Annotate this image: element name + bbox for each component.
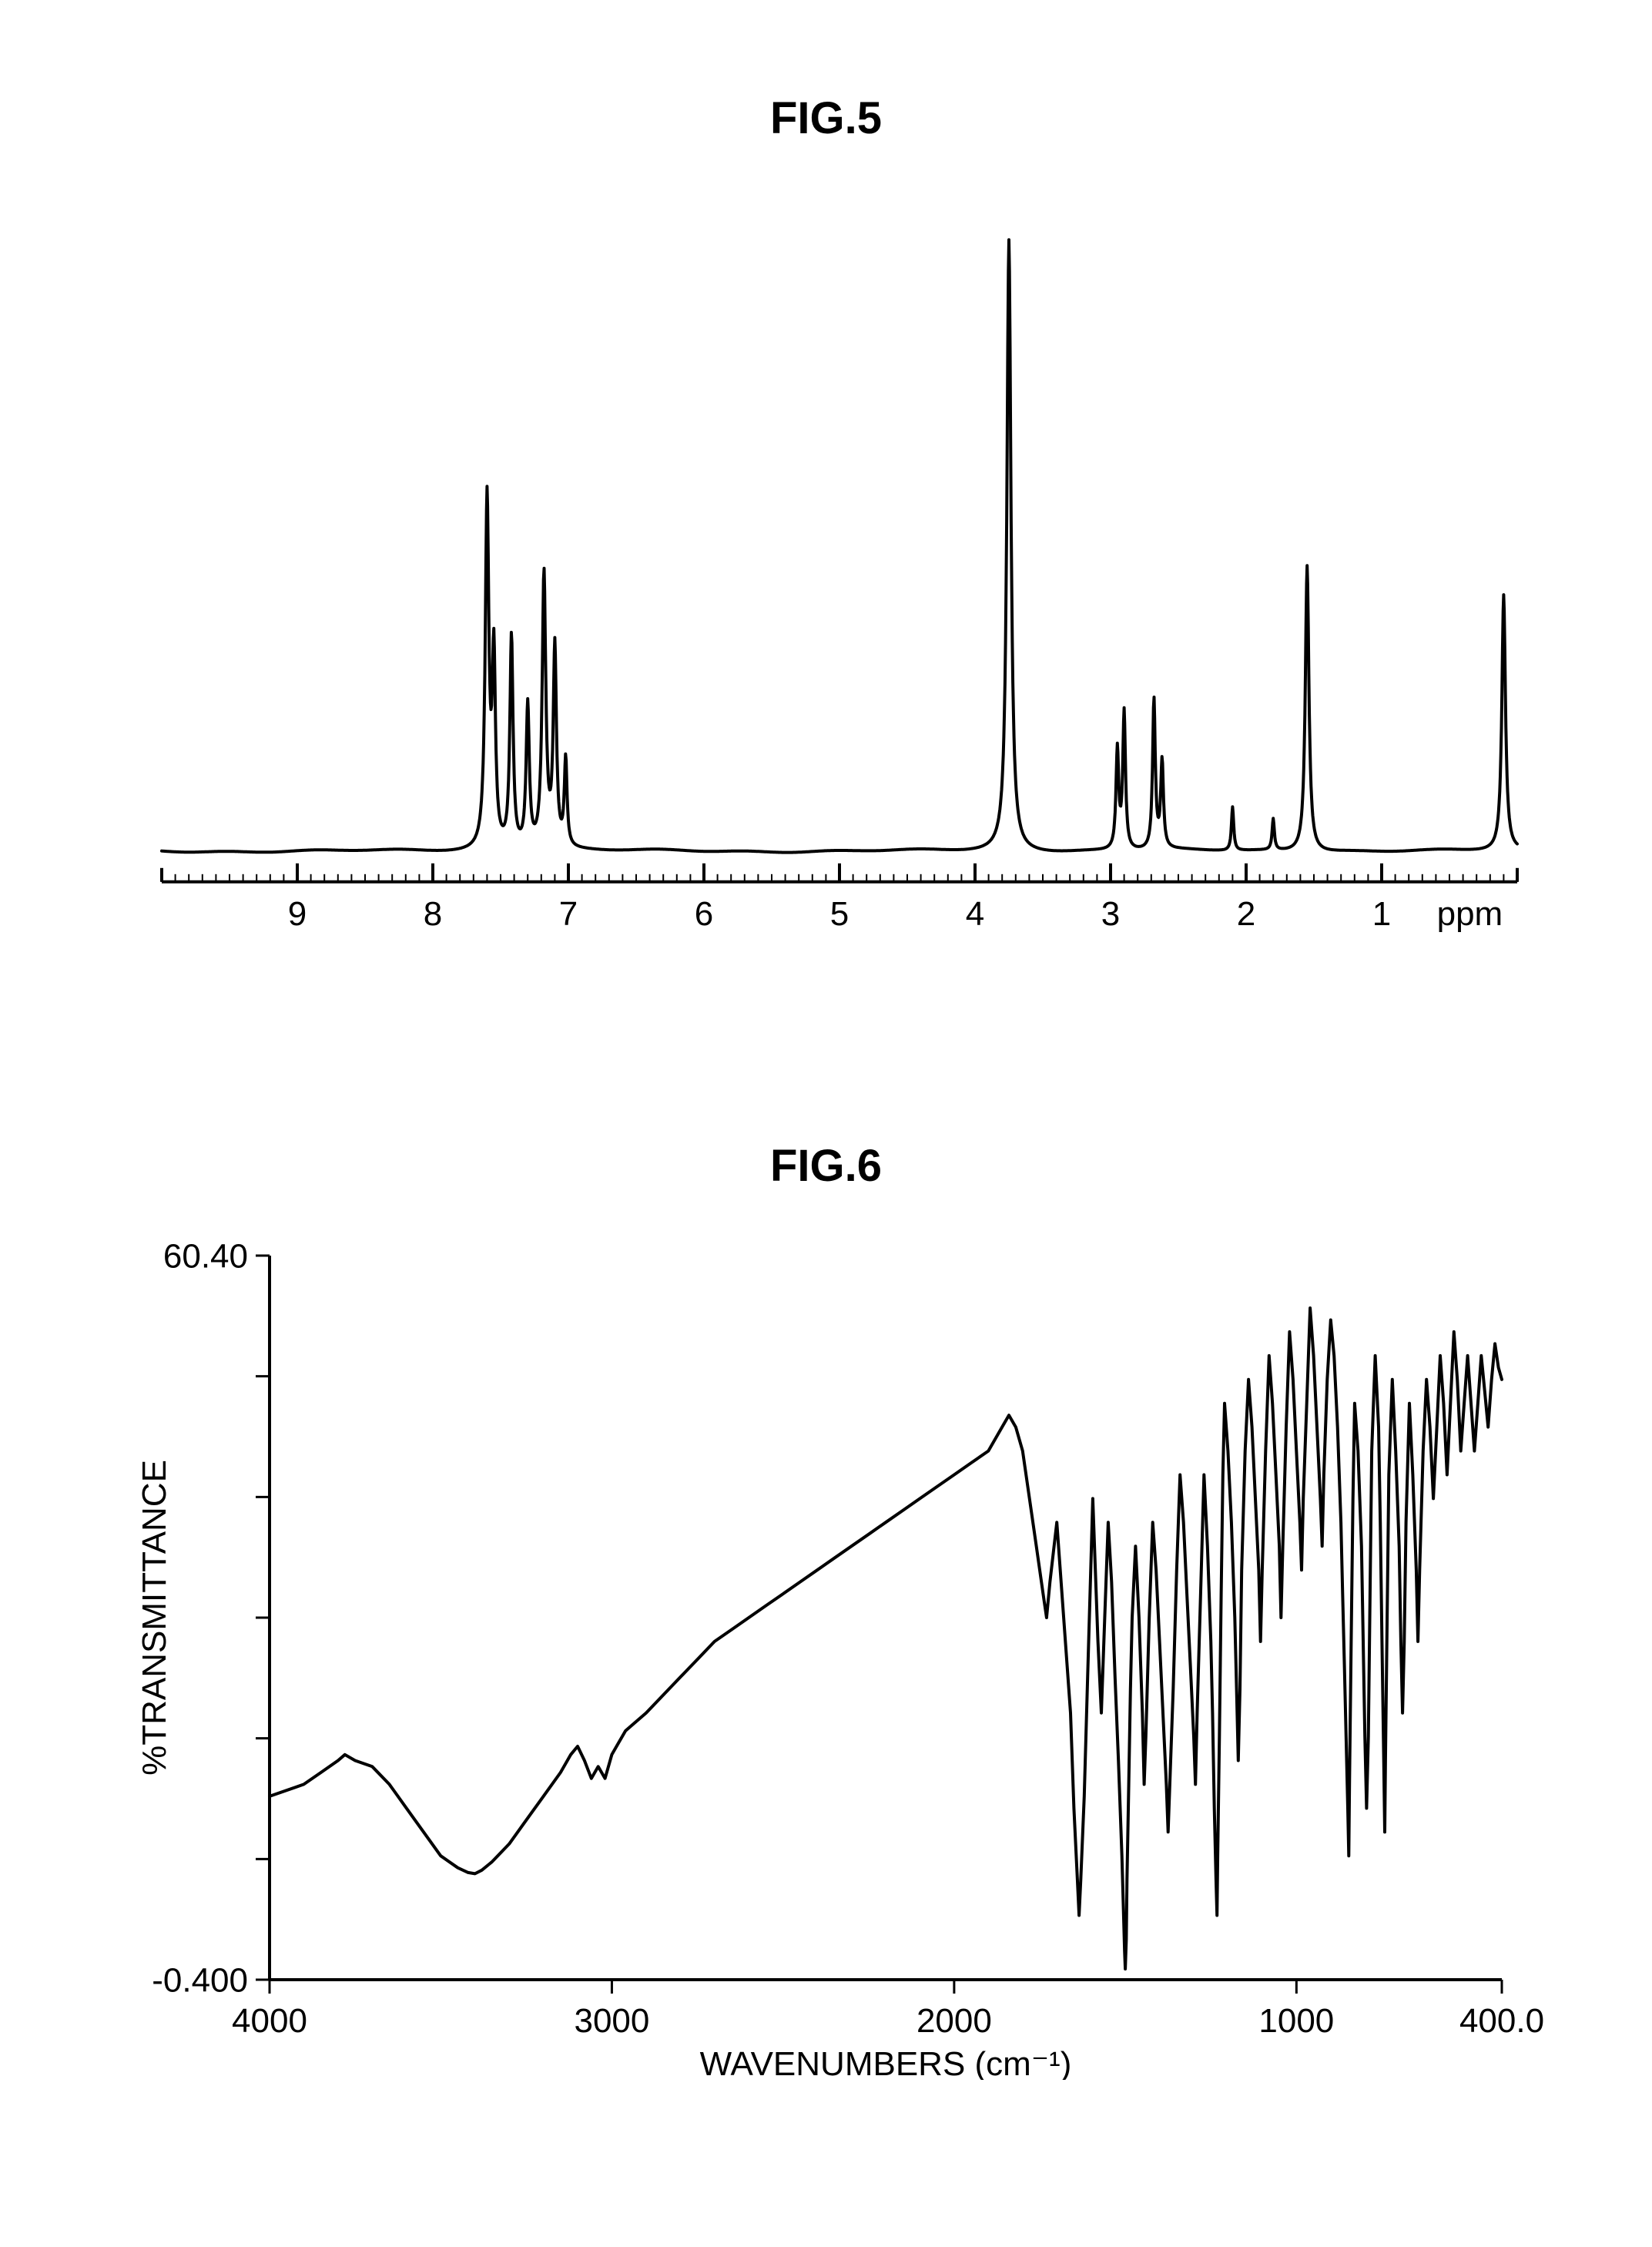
nmr-xtick-label: 7 <box>559 895 578 933</box>
figure-5-title: FIG.5 <box>770 92 882 144</box>
nmr-trace <box>162 240 1517 852</box>
ir-xtick-label: 2000 <box>916 2002 992 2040</box>
ir-xtick-label: 3000 <box>574 2002 649 2040</box>
figure-6-title: FIG.6 <box>770 1140 882 1192</box>
ir-ytick-label: 60.40 <box>163 1237 248 1275</box>
ir-x-axis-label: WAVENUMBERS (cm⁻¹) <box>700 2045 1072 2080</box>
nmr-spectrum-chart: 9 8 7 6 5 4 3 2 1 ppm <box>108 185 1544 955</box>
ir-xtick-label: 4000 <box>232 2002 307 2040</box>
ir-trace <box>270 1308 1502 1969</box>
nmr-xtick-label: 5 <box>830 895 849 933</box>
ir-spectrum-chart: 60.40 -0.400 %TRANSMITTANCE 4000 3000 2000 100… <box>108 1232 1544 2080</box>
nmr-xtick-label: 4 <box>966 895 984 933</box>
nmr-xtick-label: 8 <box>424 895 442 933</box>
ir-y-axis-label: %TRANSMITTANCE <box>136 1460 173 1776</box>
ir-xtick-label: 1000 <box>1258 2002 1334 2040</box>
ir-xtick-label: 400.0 <box>1459 2002 1544 2040</box>
nmr-xtick-label: 2 <box>1237 895 1255 933</box>
nmr-xtick-label: 1 <box>1372 895 1391 933</box>
page: FIG.5 9 8 7 6 5 4 3 2 1 ppm FIG.6 60.40 -0.400 %TRA… <box>0 0 1652 2247</box>
nmr-xtick-label: 6 <box>695 895 713 933</box>
nmr-xtick-label: 3 <box>1101 895 1120 933</box>
nmr-x-unit-label: ppm <box>1437 895 1503 933</box>
ir-ytick-label: -0.400 <box>152 1961 248 1999</box>
nmr-xtick-label: 9 <box>288 895 307 933</box>
